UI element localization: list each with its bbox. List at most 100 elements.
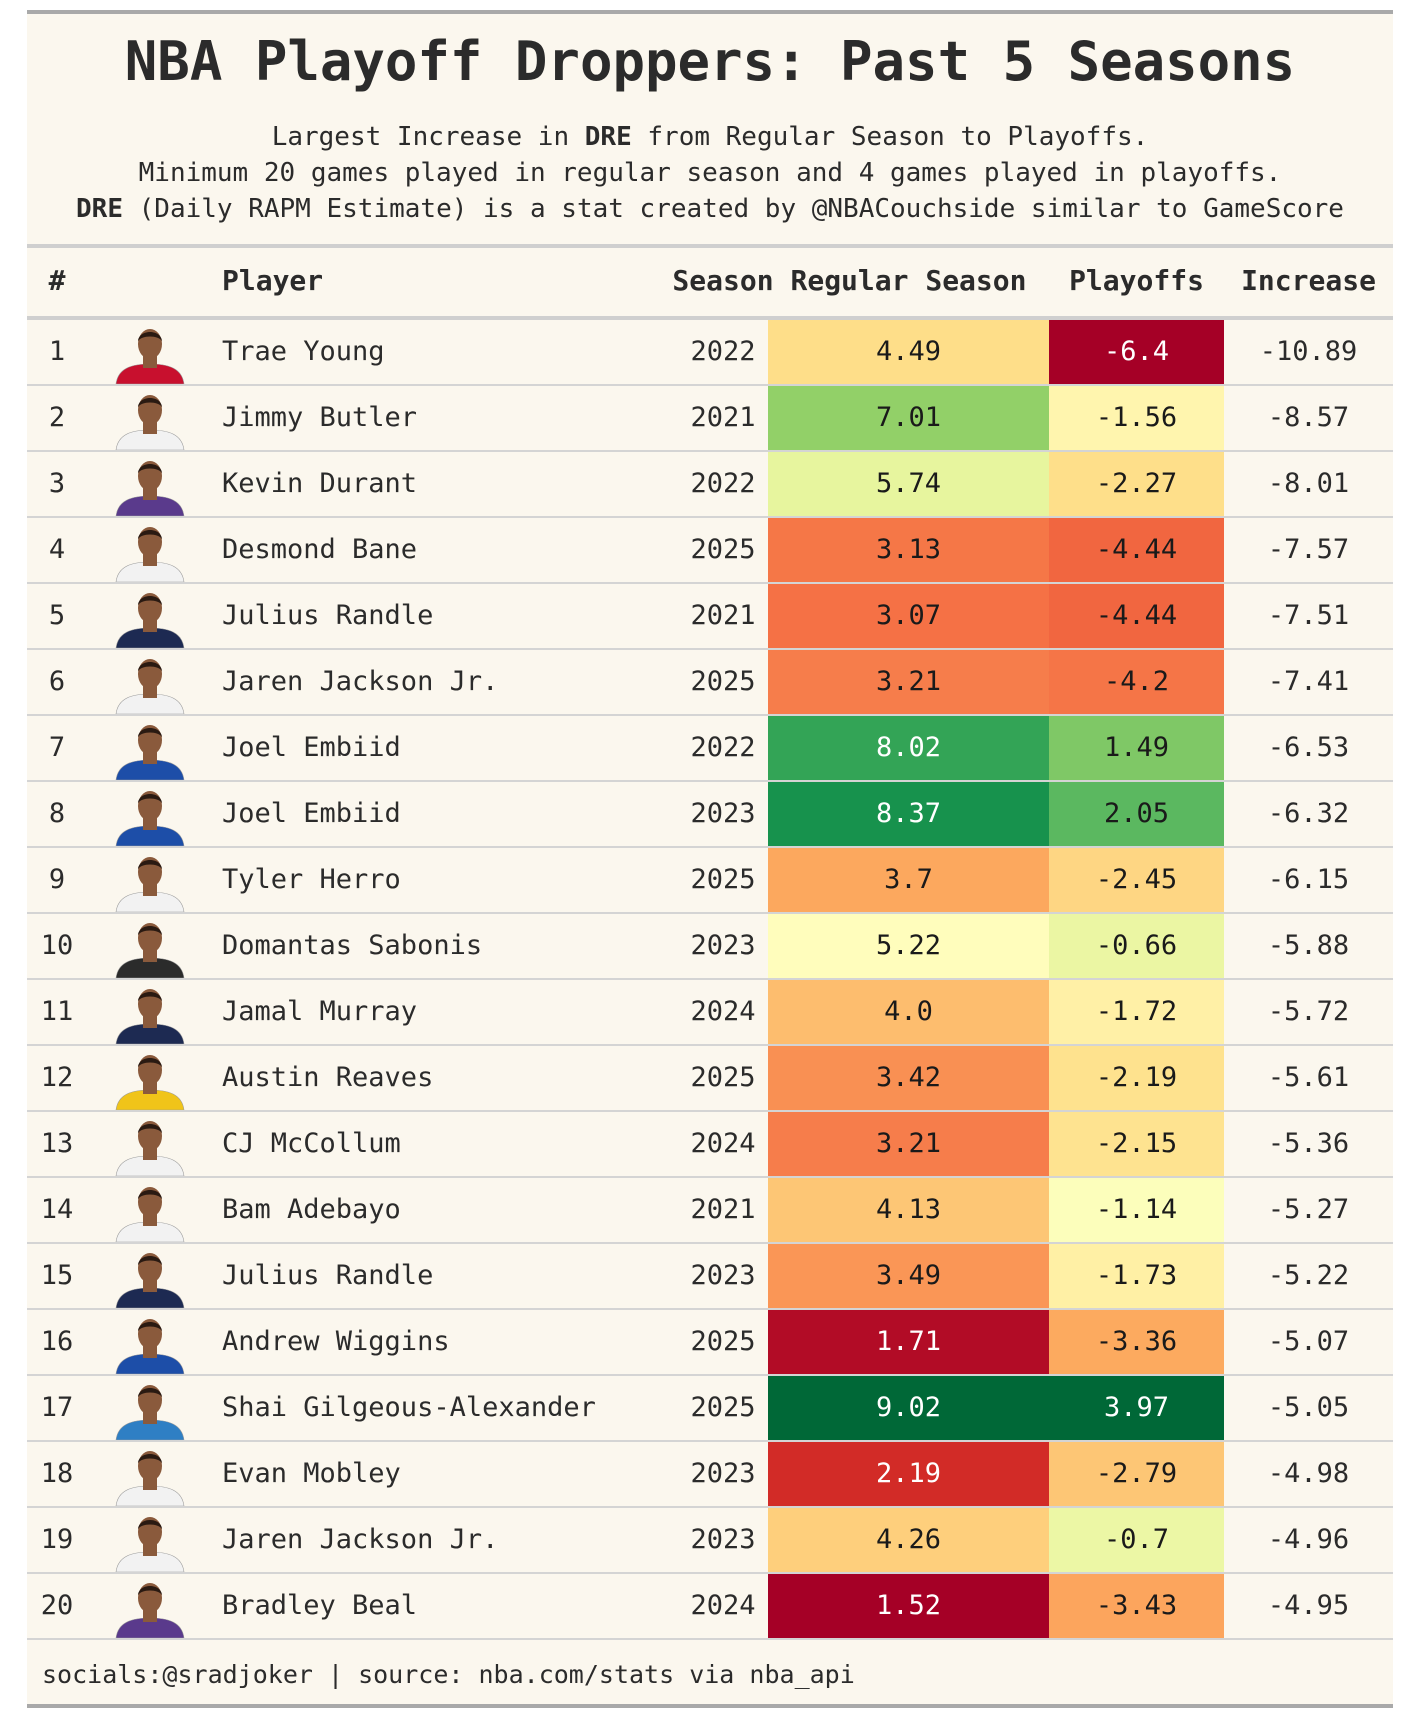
season-cell: 2023 (690, 1458, 756, 1489)
playoffs-cell: 1.49 (1049, 716, 1224, 780)
rank-cell: 17 (40, 1392, 74, 1423)
table-row: 14 Bam Adebayo 2021 4.13 -1.14 -5.27 (27, 1178, 1393, 1244)
season-cell: 2021 (690, 600, 756, 631)
player-avatar-icon (115, 593, 185, 648)
regular-season-cell: 4.26 (768, 1508, 1049, 1572)
player-avatar-icon (115, 791, 185, 846)
season-cell: 2025 (690, 666, 756, 697)
table-row: 10 Domantas Sabonis 2023 5.22 -0.66 -5.88 (27, 914, 1393, 980)
col-header-increase: Increase (1241, 264, 1376, 297)
regular-season-cell: 3.21 (768, 650, 1049, 714)
rank-cell: 1 (48, 336, 66, 367)
increase-cell: -4.98 (1267, 1458, 1350, 1489)
increase-cell: -8.01 (1267, 468, 1350, 499)
row-divider (27, 516, 1393, 518)
regular-season-cell: 1.71 (768, 1310, 1049, 1374)
playoffs-cell: -6.4 (1049, 320, 1224, 384)
increase-cell: -4.96 (1267, 1524, 1350, 1555)
season-cell: 2025 (690, 864, 756, 895)
player-name: Desmond Bane (222, 534, 418, 565)
rank-cell: 12 (40, 1062, 74, 1093)
rank-cell: 19 (40, 1524, 74, 1555)
increase-cell: -5.05 (1267, 1392, 1350, 1423)
table-row: 17 Shai Gilgeous-Alexander 2025 9.02 3.97 -5.… (27, 1376, 1393, 1442)
playoffs-cell: -2.45 (1049, 848, 1224, 912)
increase-cell: -5.61 (1267, 1062, 1350, 1093)
playoffs-cell: -3.43 (1049, 1574, 1224, 1638)
rank-cell: 9 (48, 864, 66, 895)
season-cell: 2021 (690, 402, 756, 433)
player-avatar-icon (115, 923, 185, 978)
increase-cell: -6.32 (1267, 798, 1350, 829)
player-name: Austin Reaves (222, 1062, 434, 1093)
player-avatar-icon (115, 1253, 185, 1308)
regular-season-cell: 1.52 (768, 1574, 1049, 1638)
player-name: Trae Young (222, 336, 385, 367)
regular-season-cell: 7.01 (768, 386, 1049, 450)
table-row: 16 Andrew Wiggins 2025 1.71 -3.36 -5.07 (27, 1310, 1393, 1376)
season-cell: 2023 (690, 1260, 756, 1291)
player-avatar-icon (115, 659, 185, 714)
season-cell: 2023 (690, 798, 756, 829)
player-avatar-icon (115, 1055, 185, 1110)
rank-cell: 13 (40, 1128, 74, 1159)
season-cell: 2025 (690, 1326, 756, 1357)
player-avatar-icon (115, 1319, 185, 1374)
increase-cell: -8.57 (1267, 402, 1350, 433)
playoffs-cell: -3.36 (1049, 1310, 1224, 1374)
regular-season-cell: 3.49 (768, 1244, 1049, 1308)
regular-season-cell: 8.37 (768, 782, 1049, 846)
player-name: Andrew Wiggins (222, 1326, 450, 1357)
table-row: 9 Tyler Herro 2025 3.7 -2.45 -6.15 (27, 848, 1393, 914)
player-name: Shai Gilgeous-Alexander (222, 1392, 596, 1423)
regular-season-cell: 5.74 (768, 452, 1049, 516)
increase-cell: -5.27 (1267, 1194, 1350, 1225)
season-cell: 2022 (690, 336, 756, 367)
top-rule (27, 10, 1393, 14)
player-avatar-icon (115, 725, 185, 780)
rank-cell: 20 (40, 1590, 74, 1621)
player-avatar-icon (115, 1517, 185, 1572)
player-name: Jaren Jackson Jr. (222, 666, 499, 697)
player-name: Domantas Sabonis (222, 930, 483, 961)
row-divider (27, 384, 1393, 386)
player-name: CJ McCollum (222, 1128, 401, 1159)
row-divider (27, 978, 1393, 980)
rank-cell: 15 (40, 1260, 74, 1291)
increase-cell: -7.51 (1267, 600, 1350, 631)
player-name: Kevin Durant (222, 468, 418, 499)
rank-cell: 11 (40, 996, 74, 1027)
playoffs-cell: -1.72 (1049, 980, 1224, 1044)
season-cell: 2022 (690, 468, 756, 499)
playoffs-cell: -1.56 (1049, 386, 1224, 450)
subtitle-line-3: DRE (Daily RAPM Estimate) is a stat crea… (76, 194, 1344, 224)
player-avatar-icon (115, 1583, 185, 1638)
col-header-player: Player (222, 264, 324, 297)
row-divider (27, 1506, 1393, 1508)
row-divider (27, 714, 1393, 716)
table-row: 15 Julius Randle 2023 3.49 -1.73 -5.22 (27, 1244, 1393, 1310)
increase-cell: -6.53 (1267, 732, 1350, 763)
playoffs-cell: -1.14 (1049, 1178, 1224, 1242)
player-name: Jimmy Butler (222, 402, 418, 433)
playoffs-cell: -4.2 (1049, 650, 1224, 714)
player-name: Tyler Herro (222, 864, 401, 895)
row-divider (27, 1176, 1393, 1178)
table-row: 6 Jaren Jackson Jr. 2025 3.21 -4.2 -7.41 (27, 650, 1393, 716)
rank-cell: 18 (40, 1458, 74, 1489)
increase-cell: -5.36 (1267, 1128, 1350, 1159)
player-name: Julius Randle (222, 1260, 434, 1291)
rank-cell: 4 (48, 534, 66, 565)
row-divider (27, 1572, 1393, 1574)
increase-cell: -10.89 (1259, 336, 1358, 367)
rank-cell: 5 (48, 600, 66, 631)
season-cell: 2024 (690, 996, 756, 1027)
rank-cell: 16 (40, 1326, 74, 1357)
row-divider (27, 1242, 1393, 1244)
player-avatar-icon (115, 395, 185, 450)
header-bottom-rule (27, 316, 1393, 320)
season-cell: 2025 (690, 534, 756, 565)
player-name: Evan Mobley (222, 1458, 401, 1489)
row-divider (27, 1440, 1393, 1442)
playoffs-cell: -2.15 (1049, 1112, 1224, 1176)
